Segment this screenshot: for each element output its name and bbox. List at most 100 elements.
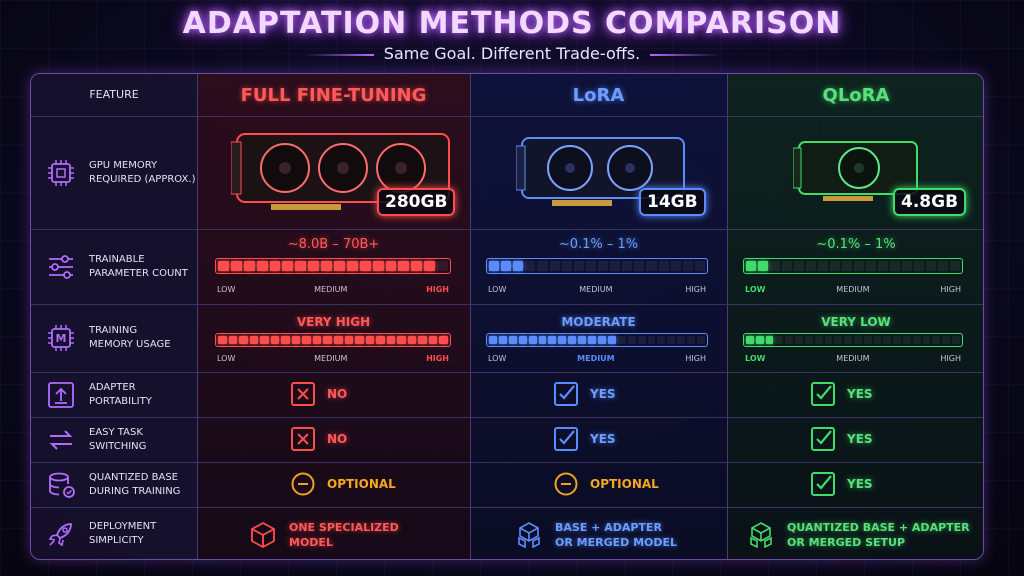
scale-high: HIGH bbox=[685, 285, 706, 294]
quantized-full-text: OPTIONAL bbox=[327, 477, 396, 491]
portability-qlora: YES bbox=[811, 382, 873, 406]
deployment-lora-line2: OR MERGED MODEL bbox=[555, 536, 678, 549]
check-box-icon bbox=[554, 427, 578, 451]
bar-segment-filled bbox=[239, 336, 248, 344]
deployment-qlora: QUANTIZED BASE + ADAPTER OR MERGED SETUP bbox=[747, 520, 970, 550]
bar-segment-empty bbox=[922, 336, 931, 344]
bar-segment-filled bbox=[218, 261, 229, 271]
params-full-scale: LOW MEDIUM HIGH bbox=[217, 285, 449, 294]
bar-segment-filled bbox=[508, 336, 517, 344]
cubes-icon bbox=[518, 522, 540, 549]
training-mem-full-bar bbox=[215, 333, 451, 347]
row-divider bbox=[31, 372, 983, 373]
feature-label-line2: DURING TRAINING bbox=[89, 485, 181, 497]
bar-segment-filled bbox=[528, 336, 537, 344]
bar-segment-empty bbox=[617, 336, 626, 344]
feature-label-line1: TRAINING bbox=[89, 325, 138, 336]
minus-circle-icon bbox=[554, 472, 578, 496]
scale-high: HIGH bbox=[940, 285, 961, 294]
bar-segment-empty bbox=[883, 336, 892, 344]
bar-segment-filled bbox=[755, 336, 764, 344]
database-icon bbox=[49, 472, 75, 498]
bar-segment-empty bbox=[637, 336, 646, 344]
bar-segment-filled bbox=[411, 261, 423, 271]
bar-segment-empty bbox=[667, 336, 676, 344]
bar-segment-empty bbox=[878, 261, 888, 271]
bar-segment-filled bbox=[513, 261, 524, 271]
bar-segment-empty bbox=[912, 336, 921, 344]
row-divider bbox=[31, 507, 983, 508]
bar-segment-empty bbox=[938, 261, 948, 271]
bar-segment-filled bbox=[501, 261, 512, 271]
page-title: ADAPTATION METHODS COMPARISON bbox=[182, 6, 842, 41]
training-mem-qlora-scale: LOW MEDIUM HIGH bbox=[745, 354, 961, 363]
cross-box-icon bbox=[291, 382, 315, 406]
params-full-bar bbox=[215, 258, 451, 274]
row-divider bbox=[31, 116, 983, 117]
training-mem-lora-bar bbox=[486, 333, 708, 347]
bar-segment-filled bbox=[334, 261, 345, 271]
row-divider bbox=[31, 229, 983, 230]
bar-segment-empty bbox=[697, 336, 705, 344]
bar-segment-empty bbox=[804, 336, 813, 344]
deployment-qlora-line2: OR MERGED SETUP bbox=[787, 536, 906, 549]
row-quantized-base-label: QUANTIZED BASE DURING TRAINING bbox=[31, 462, 197, 507]
bar-segment-empty bbox=[785, 336, 794, 344]
bar-segment-filled bbox=[372, 261, 384, 271]
gpu-memory-lora-badge: 14GB bbox=[639, 188, 706, 216]
bar-segment-empty bbox=[770, 261, 780, 271]
bar-segment-filled bbox=[607, 336, 616, 344]
params-full-value: ~8.0B – 70B+ bbox=[287, 237, 380, 252]
feature-label-line2: PORTABILITY bbox=[89, 395, 152, 407]
bar-segment-empty bbox=[647, 336, 656, 344]
bar-segment-empty bbox=[794, 261, 804, 271]
bar-segment-empty bbox=[866, 261, 876, 271]
bar-segment-filled bbox=[295, 261, 307, 271]
scale-medium: MEDIUM bbox=[836, 354, 870, 363]
bar-segment-empty bbox=[437, 261, 449, 271]
bar-segment-empty bbox=[610, 261, 621, 271]
scale-low: LOW bbox=[745, 354, 766, 363]
deployment-qlora-line1: QUANTIZED BASE + ADAPTER bbox=[787, 521, 970, 534]
bar-segment-filled bbox=[428, 336, 438, 344]
bar-segment-filled bbox=[359, 261, 371, 271]
bar-segment-filled bbox=[398, 261, 410, 271]
bar-segment-empty bbox=[853, 336, 862, 344]
bar-segment-filled bbox=[588, 336, 596, 344]
quantized-qlora: YES bbox=[811, 472, 873, 496]
bar-segment-filled bbox=[746, 261, 756, 271]
scale-high: HIGH bbox=[940, 354, 961, 363]
comparison-table: FEATURE FULL FINE-TUNING LoRA QLoRA GPU … bbox=[30, 73, 984, 560]
gpu-card-qlora-icon bbox=[793, 141, 918, 201]
bar-segment-empty bbox=[854, 261, 864, 271]
bar-segment-filled bbox=[746, 336, 754, 344]
feature-label-line2: MEMORY USAGE bbox=[89, 339, 171, 350]
bar-segment-filled bbox=[765, 336, 774, 344]
chip-icon bbox=[48, 159, 74, 186]
row-divider bbox=[31, 462, 983, 463]
bar-segment-filled bbox=[376, 336, 385, 344]
deployment-lora-line1: BASE + ADAPTER bbox=[555, 521, 662, 534]
bar-segment-filled bbox=[407, 336, 417, 344]
scale-low: LOW bbox=[217, 354, 236, 363]
quantized-lora-text: OPTIONAL bbox=[590, 477, 659, 491]
bar-segment-empty bbox=[890, 261, 900, 271]
params-qlora-bar bbox=[743, 258, 963, 274]
bar-segment-filled bbox=[489, 336, 497, 344]
bar-segment-filled bbox=[321, 261, 333, 271]
bar-segment-filled bbox=[355, 336, 364, 344]
bar-segment-empty bbox=[670, 261, 681, 271]
bar-segment-filled bbox=[230, 261, 242, 271]
header-feature-label: FEATURE bbox=[89, 88, 139, 101]
bar-segment-empty bbox=[687, 336, 696, 344]
row-gpu-memory-label: GPU MEMORY REQUIRED (APPROX.) bbox=[31, 116, 197, 229]
row-training-memory-label: M TRAINING MEMORY USAGE bbox=[31, 304, 197, 372]
gpu-card-lora-icon bbox=[516, 137, 685, 206]
scale-medium: MEDIUM bbox=[314, 285, 348, 294]
header-lora: LoRA bbox=[470, 74, 727, 116]
bar-segment-empty bbox=[657, 336, 666, 344]
switching-full-text: NO bbox=[327, 432, 348, 446]
bar-segment-empty bbox=[537, 261, 548, 271]
bar-segment-filled bbox=[578, 336, 587, 344]
bar-segment-empty bbox=[525, 261, 536, 271]
